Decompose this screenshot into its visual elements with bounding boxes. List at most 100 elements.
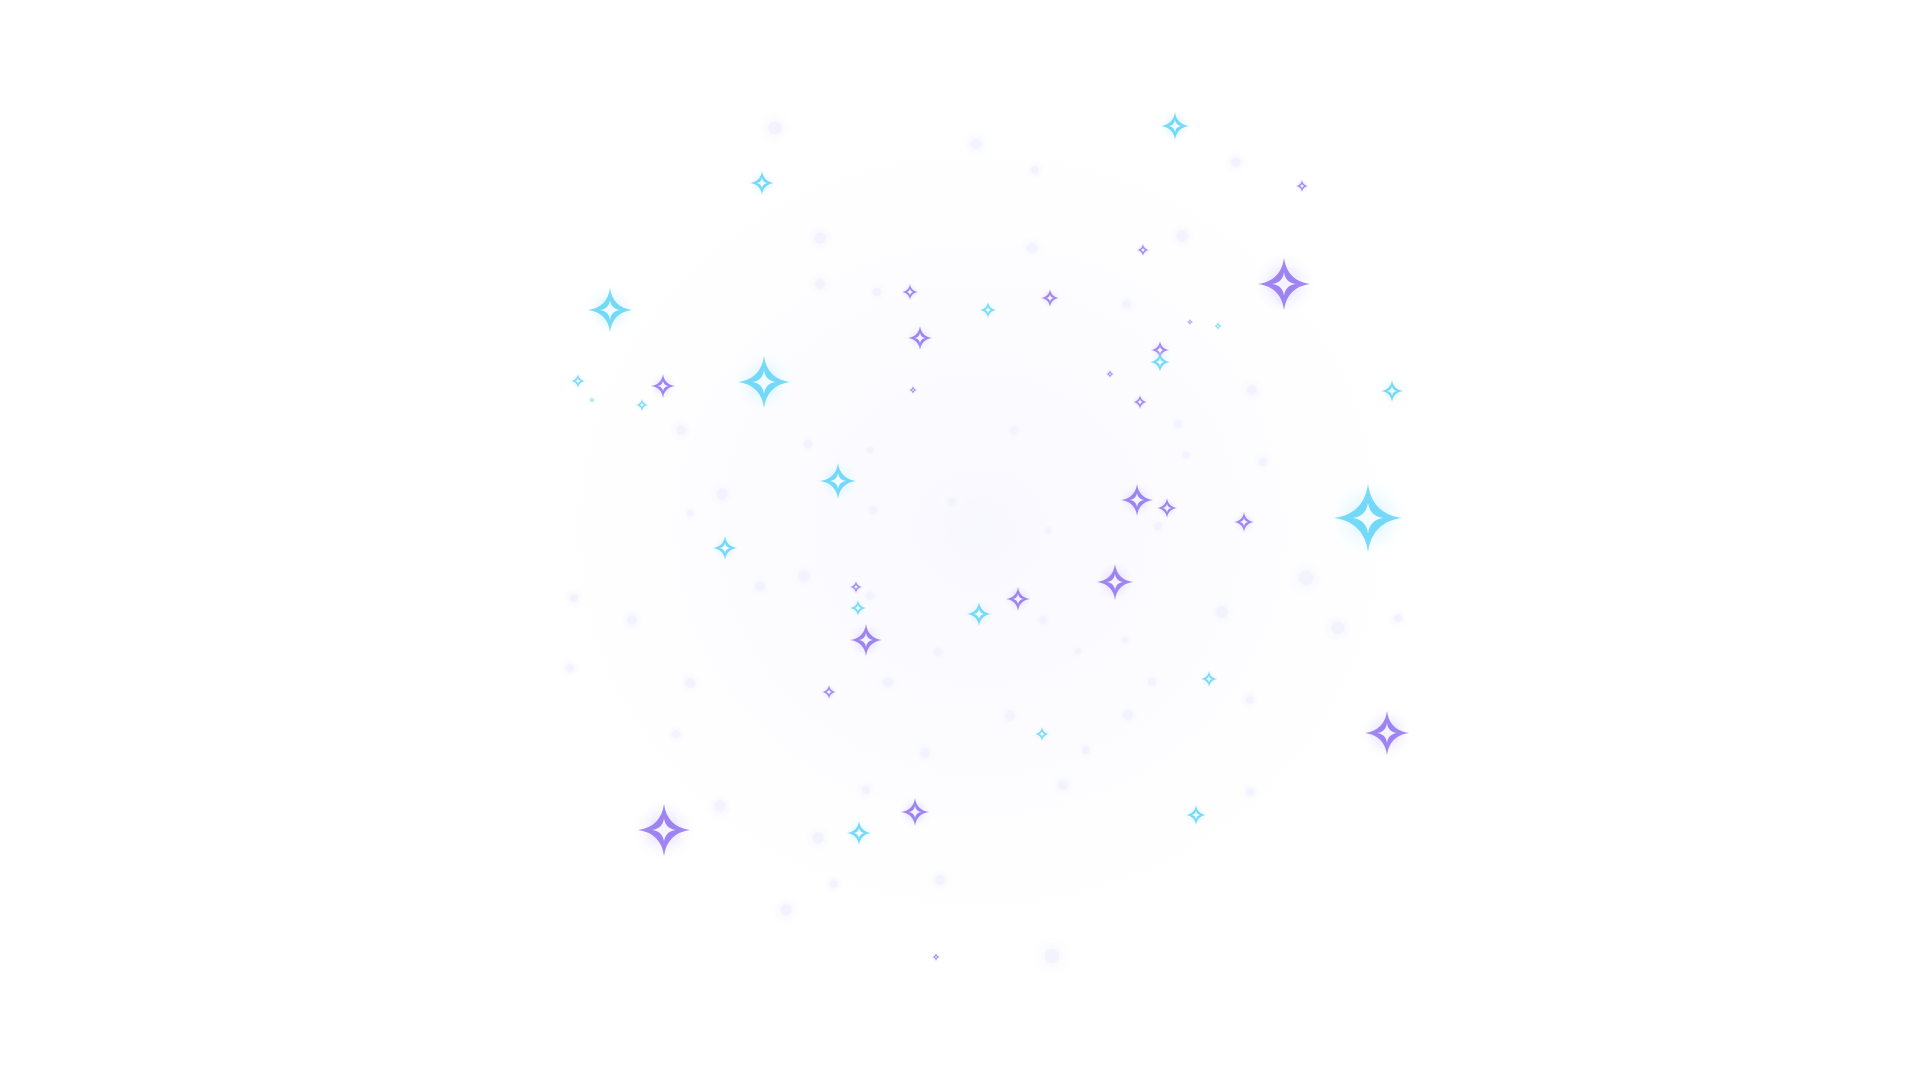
sparkle-star-icon: [1135, 242, 1151, 258]
sparkle-core: [908, 805, 922, 819]
sparkle-core: [934, 955, 938, 959]
bokeh-dot-core: [1044, 527, 1052, 535]
sparkle-star-icon: [1038, 286, 1062, 310]
sparkle-star-icon: [1154, 495, 1180, 521]
sparkle-star-icon: [1251, 251, 1317, 317]
sparkle-core: [1168, 119, 1182, 133]
bokeh-dot-core: [869, 506, 877, 514]
sparkle-star-icon: [848, 579, 864, 595]
sparkle-core: [652, 818, 676, 842]
sparkle-core: [756, 177, 768, 189]
bokeh-dot-core: [1010, 426, 1018, 434]
sparkle-core: [1387, 386, 1397, 396]
sparkle-star-icon: [1131, 393, 1149, 411]
sparkle-star-icon: [964, 599, 994, 629]
bokeh-dot-core: [1154, 522, 1162, 530]
sparkle-star-icon: [1359, 705, 1415, 761]
bokeh-dot-core: [1259, 458, 1267, 466]
bokeh-dot-core: [1246, 788, 1254, 796]
sparkle-core: [1272, 272, 1296, 296]
bokeh-dot-core: [935, 875, 945, 885]
sparkle-star-icon: [1033, 725, 1051, 743]
bokeh-dot-core: [883, 677, 893, 687]
sparkle-core: [1352, 502, 1384, 534]
sparkle-star-icon: [1199, 669, 1219, 689]
sparkle-star-icon: [1231, 509, 1257, 535]
bokeh-dot-core: [570, 594, 578, 602]
bokeh-dot-core: [755, 581, 765, 591]
sparkle-star-icon: [931, 952, 941, 962]
bokeh-dot-core: [1298, 570, 1314, 586]
sparkle-core: [1136, 398, 1144, 406]
sparkle-star-icon: [820, 683, 838, 701]
sparkle-core: [1191, 810, 1201, 820]
sparkle-star-icon: [634, 397, 650, 413]
bokeh-dot-core: [830, 880, 838, 888]
bokeh-dot-core: [1331, 621, 1345, 635]
sparkle-star-icon: [1183, 802, 1209, 828]
sparkle-core: [829, 472, 847, 490]
sparkle-star-icon: [905, 323, 935, 353]
bokeh-dot-core: [1123, 710, 1133, 720]
background-haze: [500, 80, 1460, 980]
sparkle-core: [590, 398, 594, 402]
bokeh-dot-core: [948, 498, 956, 506]
sparkle-star-icon: [1105, 369, 1115, 379]
bokeh-layer: [558, 108, 1410, 978]
sparkle-star-icon: [1294, 178, 1310, 194]
sparkle-star-icon: [710, 533, 740, 563]
sparkle-core: [639, 402, 645, 408]
sparkle-core: [1155, 357, 1165, 367]
bokeh-dot-core: [1216, 606, 1228, 618]
sparkle-core: [1012, 593, 1024, 605]
bokeh-dot-core: [1058, 780, 1068, 790]
bokeh-dot-core: [862, 786, 870, 794]
bokeh-dot-core: [1044, 948, 1060, 964]
sparkle-star-icon: [569, 372, 587, 390]
bokeh-dot-core: [814, 232, 826, 244]
bokeh-dot-core: [1246, 696, 1254, 704]
sparkle-core: [1205, 675, 1213, 683]
sparkle-core: [853, 584, 859, 590]
sparkle-star-icon: [1378, 377, 1406, 405]
bokeh-dot-core: [1176, 230, 1188, 242]
sparkle-star-icon: [1147, 349, 1173, 375]
bokeh-dot-core: [920, 748, 930, 758]
bokeh-dot-core: [873, 288, 881, 296]
sparkle-star-icon: [582, 282, 638, 338]
sparkle-core: [854, 604, 862, 612]
sparkle-star-icon: [1186, 318, 1194, 326]
sparkle-star-icon: [815, 458, 861, 504]
bokeh-dot-core: [1082, 746, 1090, 754]
sparkle-layer: [569, 108, 1415, 962]
sparkle-core: [1045, 293, 1055, 303]
bokeh-dot-core: [1231, 157, 1241, 167]
sparkle-core: [1129, 492, 1145, 508]
sparkle-core: [853, 827, 865, 839]
bokeh-dot-core: [815, 279, 825, 289]
bokeh-dot-core: [934, 648, 942, 656]
bokeh-dot-core: [1027, 243, 1037, 253]
sparkle-core: [1216, 324, 1220, 328]
sparkle-star-icon: [747, 168, 777, 198]
bokeh-dot-core: [768, 121, 782, 135]
sparkle-core: [752, 370, 776, 394]
sparkle-core: [825, 688, 833, 696]
sparkle-core: [1106, 573, 1124, 591]
sparkle-core: [984, 306, 992, 314]
sparkle-star-icon: [1003, 584, 1033, 614]
bokeh-dot-core: [1182, 451, 1190, 459]
sparkle-star-icon: [588, 396, 596, 404]
sparkle-star-icon: [1325, 475, 1411, 561]
bokeh-dot-core: [716, 488, 728, 500]
sparkle-core: [1038, 730, 1046, 738]
bokeh-dot-core: [714, 800, 726, 812]
bokeh-dot-core: [685, 678, 695, 688]
sparkle-core: [914, 332, 926, 344]
bokeh-dot-core: [1123, 300, 1131, 308]
bokeh-dot-core: [866, 446, 874, 454]
sparkle-star-icon: [631, 797, 697, 863]
sparkle-star-icon: [844, 818, 874, 848]
bokeh-dot-core: [798, 570, 810, 582]
